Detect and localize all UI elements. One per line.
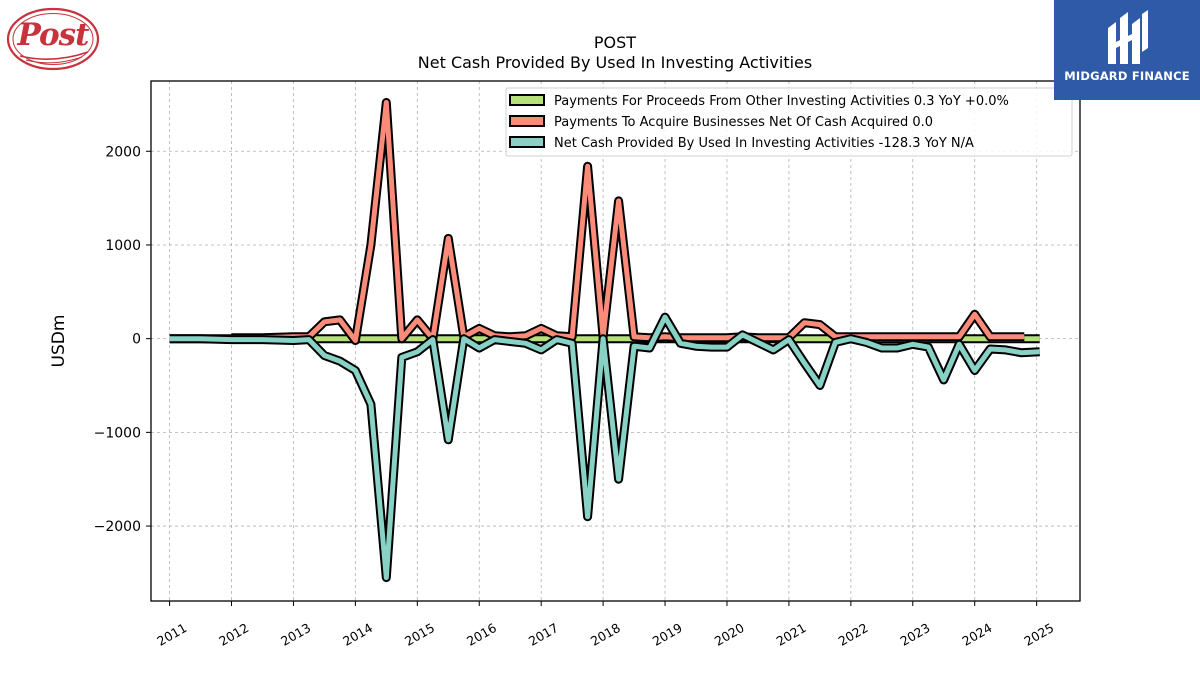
chart-title: POST [594,33,636,52]
series-2 [231,98,1025,345]
post-logo-text: Post [17,17,90,53]
legend: Payments For Proceeds From Other Investi… [505,87,1073,157]
x-tick-label: 2018 [588,620,623,649]
x-tick-label: 2021 [774,620,809,649]
legend-label: Payments To Acquire Businesses Net Of Ca… [554,115,933,130]
midgard-logo-text: MIDGARD FINANCE [1064,69,1190,83]
x-tick-label: 2023 [898,620,933,649]
y-tick-label: 0 [132,332,141,348]
y-tick-label: −1000 [94,425,141,441]
x-tick-label: 2016 [464,620,499,649]
x-tick-label: 2020 [712,620,747,649]
x-tick-label: 2017 [526,620,561,649]
x-tick-label: 2025 [1021,620,1056,649]
y-tick-label: 1000 [105,238,141,254]
x-tick-label: 2015 [402,620,437,649]
legend-swatch [509,136,545,148]
chart-subtitle: Net Cash Provided By Used In Investing A… [418,53,812,72]
post-logo: Post [6,6,102,72]
x-tick-label: 2011 [154,620,189,649]
plot-area [150,80,1081,602]
series-line [231,100,1025,343]
post-logo-icon [6,7,100,71]
y-tick-label: 2000 [105,144,141,160]
y-axis-label: USDm [49,315,69,368]
x-tick-label: 2022 [836,620,871,649]
midgard-finance-logo: MIDGARD FINANCE [1054,0,1200,100]
legend-box [505,87,1073,157]
x-tick-label: 2024 [959,620,994,649]
midgard-emblem-icon [1108,10,1148,64]
legend-label: Payments For Proceeds From Other Investi… [554,94,1009,109]
series-3 [169,312,1040,583]
x-tick-label: 2019 [650,620,685,649]
legend-swatch [509,94,545,106]
x-tick-label: 2014 [340,620,375,649]
series-line [169,314,1040,581]
legend-label: Net Cash Provided By Used In Investing A… [554,136,974,151]
x-tick-label: 2013 [278,620,313,649]
y-tick-label: −2000 [94,519,141,535]
legend-swatch [509,115,545,127]
series-lines [169,98,1040,583]
x-tick-label: 2012 [216,620,251,649]
